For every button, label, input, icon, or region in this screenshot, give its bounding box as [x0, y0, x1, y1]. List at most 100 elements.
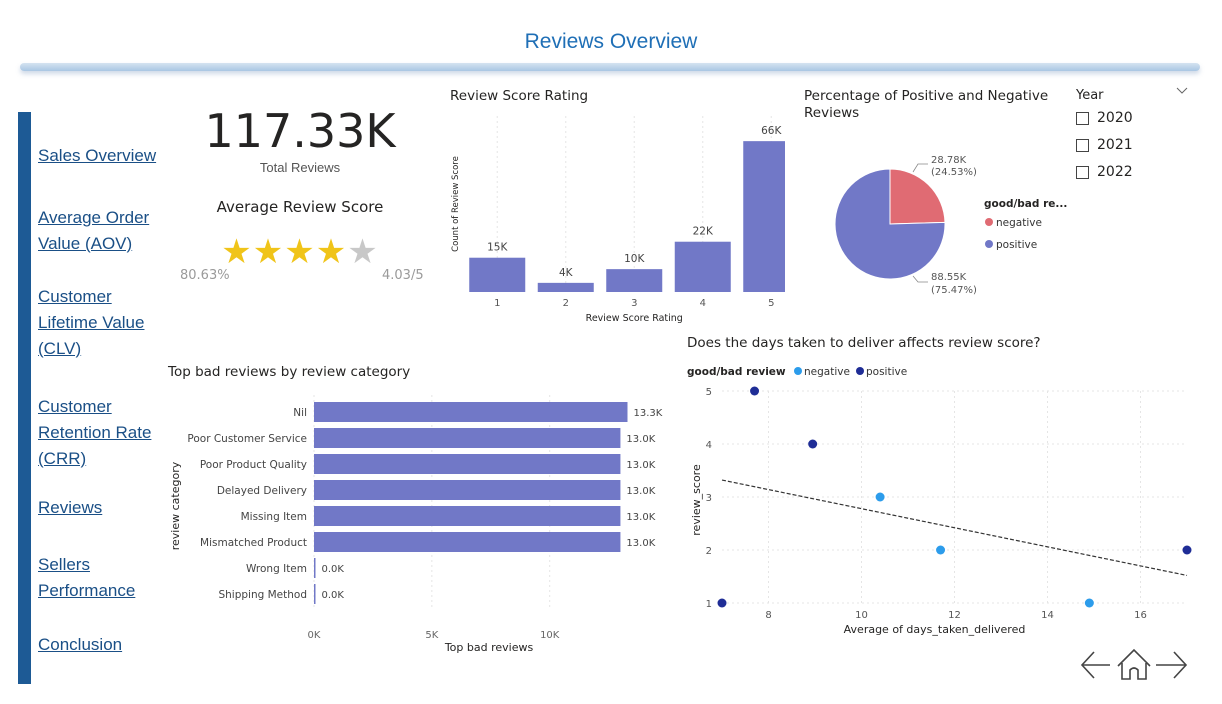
y-tick-label: Nil [293, 407, 307, 419]
star-icon: ★ [284, 232, 316, 272]
pie-data-label: (75.47%) [931, 285, 977, 296]
bad-reviews-chart-title: Top bad reviews by review category [168, 364, 411, 380]
leader-line [912, 275, 928, 283]
legend-label: positive [996, 239, 1037, 251]
page-navigation [1080, 645, 1190, 685]
home-icon[interactable] [1117, 648, 1151, 680]
y-tick-label: Shipping Method [218, 589, 307, 601]
pie-data-label: 88.55K [931, 272, 967, 283]
bar [314, 558, 316, 578]
y-axis-label: review category [169, 461, 182, 550]
bar-data-label: 22K [693, 226, 714, 238]
pie-chart-title: Percentage of Positive and Negative Revi… [804, 88, 1049, 121]
average-score-fraction: 4.03/5 [382, 268, 424, 283]
arrow-left-icon[interactable] [1080, 651, 1110, 679]
trend-line [721, 479, 1188, 577]
y-tick-label: 4 [706, 440, 712, 451]
bar [314, 428, 621, 448]
year-option-2020[interactable]: 2020 [1076, 110, 1133, 126]
bar-data-label: 13.3K [634, 408, 663, 419]
bar [314, 506, 621, 526]
bar [743, 141, 785, 292]
review-score-chart-title: Review Score Rating [450, 88, 589, 104]
arrow-right-icon[interactable] [1156, 651, 1188, 679]
y-tick-label: Wrong Item [246, 563, 307, 575]
x-tick-label: 16 [1134, 610, 1147, 621]
legend-marker [985, 218, 993, 226]
legend-label: positive [866, 366, 907, 378]
y-tick-label: Poor Product Quality [200, 459, 307, 471]
scatter-point [1084, 598, 1094, 608]
bar-data-label: 0.0K [322, 590, 345, 601]
bar [674, 241, 731, 292]
checkbox-2022[interactable] [1076, 165, 1089, 179]
scatter-chart-title: Does the days taken to deliver affects r… [687, 335, 1041, 351]
scatter-point [808, 439, 818, 449]
x-axis-label: Top bad reviews [444, 641, 534, 654]
x-axis-label: Review Score Rating [586, 313, 683, 324]
bar-data-label: 0.0K [322, 564, 345, 575]
bar-data-label: 13.0K [626, 538, 655, 549]
year-option-label: 2020 [1097, 110, 1133, 126]
nav-link-crr[interactable]: Customer Retention Rate (CRR) [38, 397, 152, 468]
year-option-label: 2022 [1097, 164, 1133, 180]
total-reviews-label: Total Reviews [259, 160, 341, 175]
bar [314, 402, 628, 422]
y-axis-label: review_score [690, 464, 703, 536]
y-axis-label: Count of Review Score [451, 156, 461, 252]
x-tick-label: 2 [563, 298, 569, 309]
star-icon: ★ [221, 232, 253, 272]
year-slicer-title: Year [1076, 88, 1104, 103]
scatter-point [875, 492, 885, 502]
y-tick-label: Missing Item [241, 511, 307, 523]
star-icon: ★ [315, 232, 348, 272]
bar [314, 532, 621, 552]
year-option-2021[interactable]: 2021 [1076, 137, 1133, 153]
x-tick-label: 10K [540, 630, 560, 641]
x-tick-label: 14 [1041, 610, 1054, 621]
x-tick-label: 10 [855, 610, 868, 621]
nav-link-sellers-performance[interactable]: Sellers Performance [38, 555, 136, 600]
scatter-point [936, 545, 946, 555]
legend-marker [856, 367, 864, 375]
x-tick-label: 12 [948, 610, 961, 621]
bar [314, 584, 316, 604]
y-tick-label: Delayed Delivery [217, 485, 307, 497]
pie-slice [889, 168, 946, 225]
checkbox-2021[interactable] [1076, 138, 1089, 152]
chevron-down-icon[interactable] [1176, 84, 1188, 98]
bar [314, 480, 621, 500]
star-icon: ★ [252, 232, 285, 272]
leader-line [912, 163, 928, 173]
legend-marker [985, 240, 993, 248]
pie-data-label: (24.53%) [931, 167, 977, 178]
nav-link-conclusion[interactable]: Conclusion [38, 635, 123, 654]
bar [606, 269, 663, 292]
nav-link-sales-overview[interactable]: Sales Overview [38, 146, 157, 165]
x-tick-label: 5 [768, 298, 774, 309]
bar-data-label: 13.0K [626, 434, 655, 445]
checkbox-2020[interactable] [1076, 111, 1089, 125]
scatter-point [717, 598, 727, 608]
legend-label: negative [996, 217, 1042, 229]
nav-link-reviews[interactable]: Reviews [38, 498, 103, 517]
nav-link-clv[interactable]: Customer Lifetime Value (CLV) [38, 287, 145, 358]
bar-data-label: 10K [624, 253, 645, 265]
title-divider [20, 63, 1200, 71]
x-tick-label: 0K [308, 630, 321, 641]
legend-title: good/bad review [687, 366, 786, 378]
bad-reviews-bar-chart: 0K 5K 10K Nil 13.3K Poor Customer Service 13.0… [169, 395, 663, 654]
scatter-point [1182, 545, 1192, 555]
average-score-percent: 80.63% [180, 268, 230, 283]
legend-title: good/bad re... [984, 198, 1067, 210]
bar-data-label: 4K [559, 267, 574, 279]
x-tick-label: 3 [631, 298, 637, 309]
bar-data-label: 66K [761, 125, 782, 137]
nav-link-aov[interactable]: Average Order Value (AOV) [38, 208, 150, 253]
pie-slice [834, 168, 946, 280]
year-option-2022[interactable]: 2022 [1076, 164, 1133, 180]
bar [314, 454, 621, 474]
star-rating: ★★★★★ [200, 232, 400, 272]
legend-marker [794, 367, 802, 375]
